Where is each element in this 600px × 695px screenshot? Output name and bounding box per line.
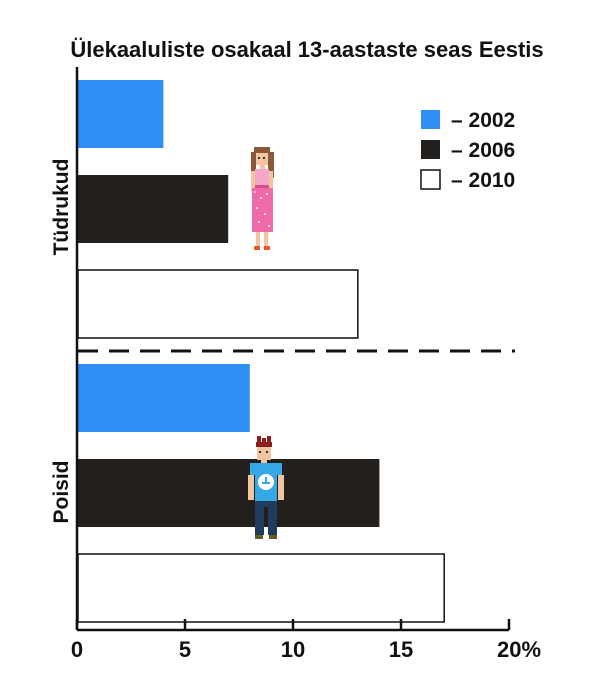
x-tick-label: 0 <box>71 637 83 662</box>
bar-poisid-2006 <box>78 459 380 527</box>
legend-swatch <box>421 110 440 129</box>
girl-figure-icon <box>251 147 274 250</box>
x-tick-label: 10 <box>281 637 305 662</box>
bar-tüdrukud-2002 <box>78 80 164 148</box>
boy-figure-icon <box>248 436 284 539</box>
legend: – 2002 – 2006 – 2010 <box>420 109 515 192</box>
bars <box>77 80 445 623</box>
group-labels: Tüdrukud Poisid <box>50 159 73 524</box>
legend-swatch <box>420 169 441 190</box>
legend-label: – 2002 <box>451 109 515 132</box>
ticks: 0 5 10 15 20% <box>71 619 541 662</box>
bar-tüdrukud-2010 <box>77 269 359 339</box>
bar-poisid-2002 <box>78 364 250 432</box>
bar-poisid-2010 <box>77 553 445 623</box>
x-tick-label: 20% <box>497 637 541 662</box>
x-tick-label: 5 <box>179 637 191 662</box>
axes <box>75 67 509 632</box>
group-label-poisid: Poisid <box>50 460 73 523</box>
group-label-tudrukud: Tüdrukud <box>50 159 73 256</box>
legend-label: – 2006 <box>451 139 515 162</box>
chart-title: Ülekaaluliste osakaal 13-aastaste seas E… <box>70 37 543 62</box>
bar-tüdrukud-2006 <box>78 175 229 243</box>
legend-label: – 2010 <box>451 169 515 192</box>
legend-swatch <box>421 140 440 159</box>
x-tick-label: 15 <box>389 637 413 662</box>
